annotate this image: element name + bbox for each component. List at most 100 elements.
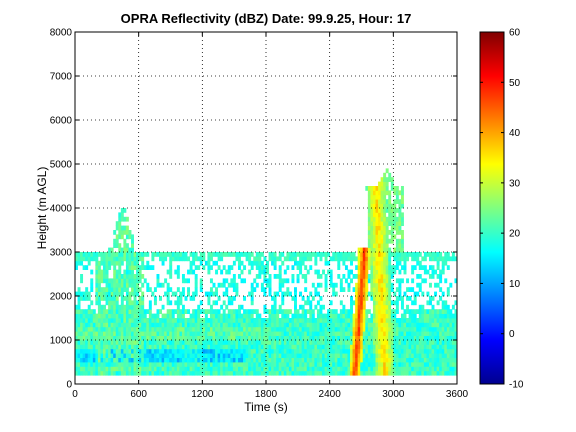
heatmap-cell	[108, 370, 112, 376]
heatmap-cell	[454, 362, 457, 367]
heatmap-cell	[439, 348, 443, 354]
heatmap-cell	[378, 274, 381, 279]
heatmap-cell	[141, 256, 145, 262]
heatmap-cell	[85, 309, 89, 314]
heatmap-cell	[123, 243, 127, 248]
heatmap-cell	[268, 353, 272, 358]
heatmap-cell	[209, 362, 213, 367]
heatmap-cell	[299, 370, 303, 376]
heatmap-cell	[77, 353, 81, 358]
heatmap-cell	[322, 313, 325, 319]
heatmap-cell	[187, 370, 190, 376]
heatmap-cell	[103, 252, 106, 257]
heatmap-cell	[446, 313, 450, 319]
heatmap-cell	[100, 278, 104, 284]
heatmap-cell	[398, 260, 402, 266]
heatmap-cell	[372, 331, 376, 336]
heatmap-cell	[400, 366, 404, 372]
heatmap-cell	[362, 322, 366, 328]
heatmap-cell	[255, 344, 259, 350]
heatmap-cell	[314, 344, 318, 350]
heatmap-cell	[128, 278, 132, 284]
heatmap-cell	[181, 318, 185, 323]
heatmap-cell	[95, 322, 99, 328]
heatmap-cell	[192, 309, 196, 314]
heatmap-cell	[281, 260, 285, 266]
heatmap-cell	[184, 366, 188, 372]
heatmap-cell	[199, 282, 203, 288]
heatmap-cell	[319, 322, 323, 328]
heatmap-cell	[390, 282, 394, 288]
heatmap-cell	[357, 256, 361, 262]
heatmap-cell	[365, 326, 369, 332]
heatmap-cell	[406, 348, 410, 354]
heatmap-cell	[301, 274, 305, 279]
heatmap-cell	[131, 243, 134, 248]
heatmap-cell	[454, 335, 457, 341]
heatmap-cell	[322, 335, 325, 341]
heatmap-cell	[192, 291, 196, 297]
heatmap-cell	[365, 278, 369, 284]
heatmap-cell	[97, 304, 101, 310]
heatmap-cell	[327, 357, 331, 363]
heatmap-cell	[97, 300, 101, 306]
heatmap-cell	[286, 340, 290, 345]
heatmap-cell	[362, 340, 366, 345]
heatmap-cell	[273, 291, 277, 297]
heatmap-cell	[398, 216, 402, 222]
heatmap-cell	[171, 370, 175, 376]
heatmap-cell	[138, 313, 142, 319]
heatmap-cell	[451, 335, 455, 341]
heatmap-cell	[393, 247, 397, 253]
heatmap-cell	[85, 322, 89, 328]
heatmap-cell	[362, 348, 366, 354]
heatmap-cell	[365, 348, 369, 354]
heatmap-cell	[365, 269, 369, 275]
heatmap-cell	[273, 304, 277, 310]
heatmap-cell	[266, 265, 269, 270]
heatmap-cell	[398, 252, 402, 257]
heatmap-cell	[115, 274, 119, 279]
heatmap-cell	[339, 366, 343, 372]
heatmap-cell	[82, 318, 86, 323]
heatmap-cell	[439, 278, 443, 284]
heatmap-cell	[380, 322, 384, 328]
heatmap-cell	[383, 362, 387, 367]
heatmap-cell	[82, 353, 86, 358]
heatmap-cell	[434, 309, 438, 314]
heatmap-cell	[113, 362, 117, 367]
heatmap-cell	[350, 296, 353, 301]
heatmap-cell	[171, 353, 175, 358]
heatmap-cell	[87, 318, 91, 323]
heatmap-cell	[446, 252, 450, 257]
heatmap-cell	[383, 296, 387, 301]
heatmap-cell	[240, 252, 244, 257]
heatmap-cell	[159, 340, 162, 345]
heatmap-cell	[159, 252, 162, 257]
heatmap-cell	[347, 274, 351, 279]
heatmap-cell	[416, 335, 420, 341]
heatmap-cell	[423, 269, 427, 275]
heatmap-cell	[125, 216, 129, 222]
heatmap-cell	[181, 348, 185, 354]
heatmap-cell	[367, 216, 371, 222]
heatmap-cell	[151, 362, 155, 367]
heatmap-cell	[138, 322, 142, 328]
heatmap-cell	[161, 357, 165, 363]
heatmap-cell	[159, 318, 162, 323]
heatmap-cell	[232, 313, 236, 319]
heatmap-cell	[370, 274, 374, 279]
heatmap-cell	[278, 353, 282, 358]
heatmap-cell	[212, 362, 216, 367]
heatmap-cell	[385, 309, 389, 314]
heatmap-cell	[197, 357, 201, 363]
heatmap-cell	[454, 353, 457, 358]
heatmap-cell	[311, 331, 315, 336]
heatmap-cell	[291, 278, 295, 284]
heatmap-cell	[378, 265, 381, 270]
heatmap-cell	[385, 256, 389, 262]
heatmap-cell	[385, 296, 389, 301]
heatmap-cell	[372, 216, 376, 222]
heatmap-cell	[128, 247, 132, 253]
heatmap-cell	[372, 304, 376, 310]
